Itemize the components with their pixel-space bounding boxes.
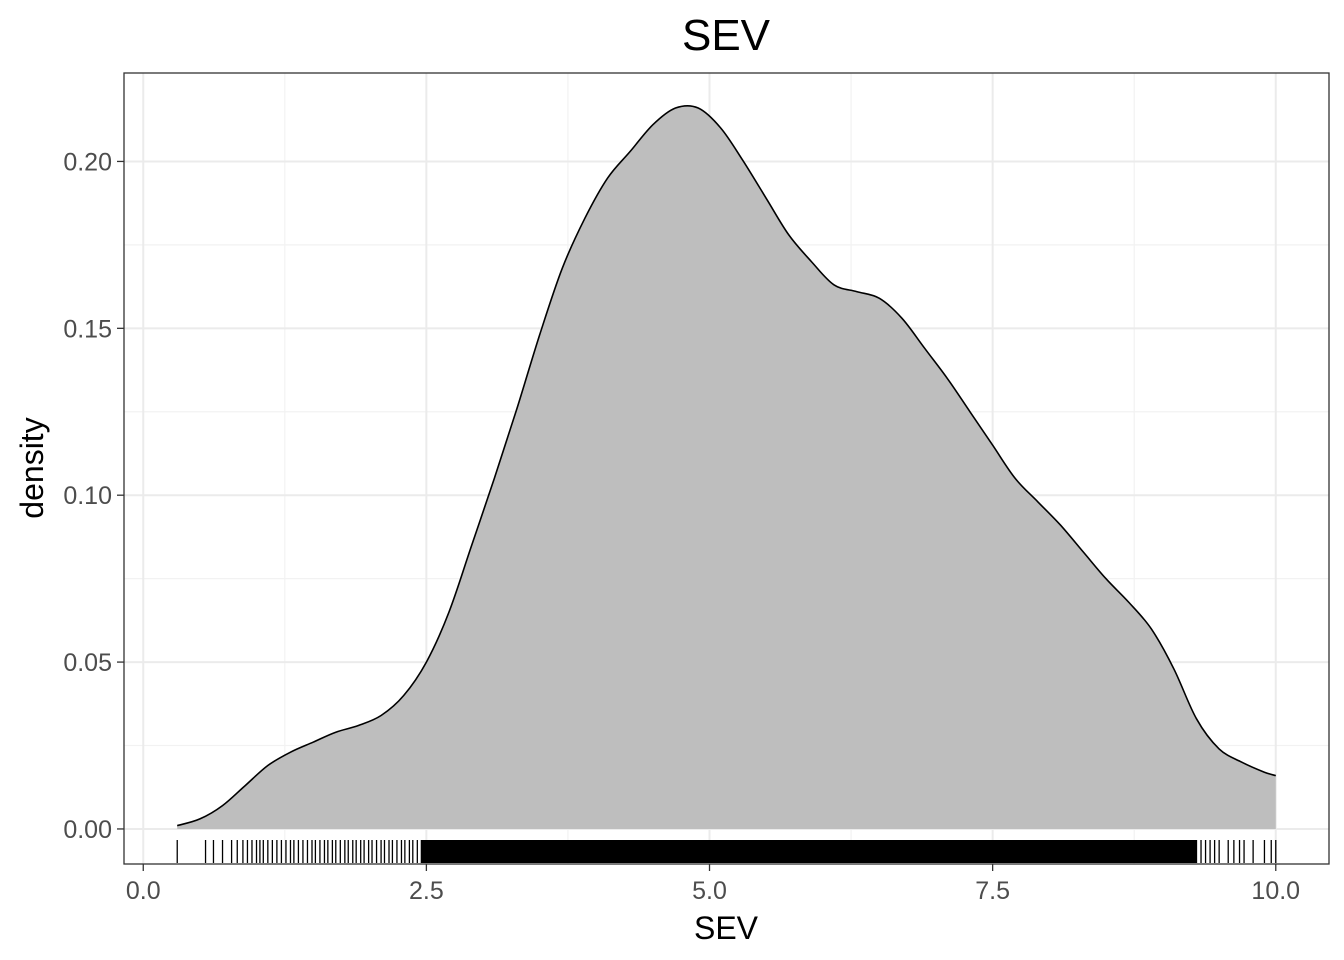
rug-dense-band — [420, 840, 1197, 863]
x-tick-label: 2.5 — [409, 877, 444, 905]
y-tick-label: 0.10 — [63, 482, 112, 510]
y-axis: 0.00 0.05 0.10 0.15 0.20 — [63, 148, 124, 844]
y-tick-label: 0.00 — [63, 816, 112, 844]
density-area — [177, 105, 1276, 830]
x-tick-label: 10.0 — [1251, 877, 1300, 905]
y-axis-title: density — [14, 417, 50, 518]
chart-title: SEV — [682, 11, 771, 60]
y-tick-label: 0.15 — [63, 315, 112, 343]
x-tick-label: 0.0 — [126, 877, 161, 905]
x-axis-title: SEV — [694, 910, 759, 946]
rug-marks — [176, 840, 1277, 863]
x-tick-label: 7.5 — [975, 877, 1010, 905]
density-line — [176, 104, 1277, 827]
x-axis: 0.0 2.5 5.0 7.5 10.0 — [126, 864, 1300, 905]
y-tick-label: 0.05 — [63, 649, 112, 677]
panel-border — [123, 72, 1330, 865]
x-tick-label: 5.0 — [692, 877, 727, 905]
y-tick-label: 0.20 — [63, 148, 112, 176]
